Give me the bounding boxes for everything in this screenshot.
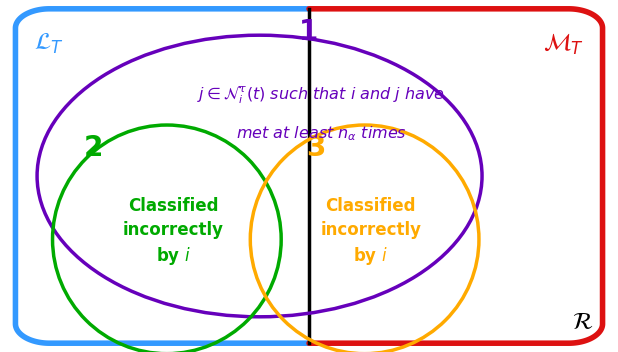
Text: Classified
incorrectly
by $i$: Classified incorrectly by $i$ — [122, 197, 224, 267]
Text: Classified
incorrectly
by $i$: Classified incorrectly by $i$ — [320, 197, 421, 267]
Text: $j \in \mathcal{N}_i^{\tau}(t)$ such that $i$ and $j$ have: $j \in \mathcal{N}_i^{\tau}(t)$ such tha… — [197, 84, 446, 106]
Text: $\mathcal{M}_T$: $\mathcal{M}_T$ — [543, 32, 584, 57]
Text: 1: 1 — [299, 18, 319, 46]
Text: $\mathcal{L}_T$: $\mathcal{L}_T$ — [34, 32, 64, 56]
Text: 2: 2 — [83, 134, 103, 162]
Text: met at least $n_{\alpha}$ times: met at least $n_{\alpha}$ times — [236, 124, 407, 143]
Text: 3: 3 — [306, 134, 325, 162]
Text: $\mathcal{R}$: $\mathcal{R}$ — [572, 310, 593, 334]
